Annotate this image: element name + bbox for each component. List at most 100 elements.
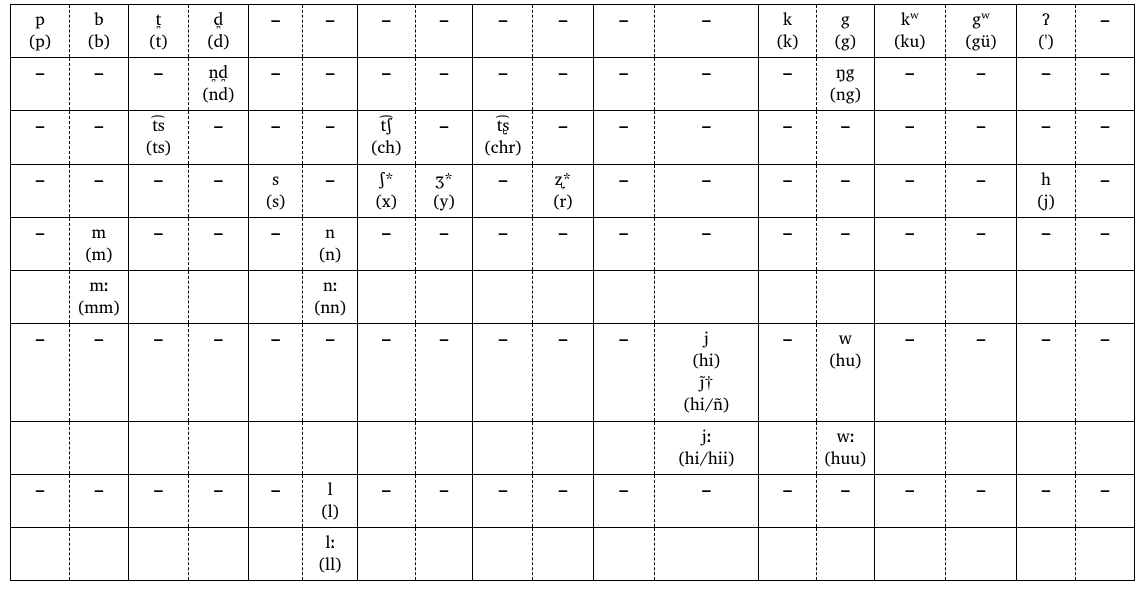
- orthography: (hu): [819, 350, 872, 372]
- cell: [128, 421, 188, 474]
- cell: nː(nn): [303, 270, 357, 323]
- empty-dash: –: [360, 479, 413, 501]
- empty-dash: –: [948, 169, 1014, 191]
- empty-dash: –: [877, 222, 943, 244]
- cell: [945, 527, 1016, 580]
- cell: –: [357, 58, 415, 111]
- cell: –: [11, 164, 70, 217]
- empty-dash: –: [535, 62, 590, 84]
- empty-dash: –: [535, 115, 590, 137]
- empty-dash: –: [418, 222, 471, 244]
- orthography: (r): [535, 191, 590, 213]
- empty-dash: –: [13, 479, 67, 501]
- cell: –: [593, 474, 654, 527]
- orthography: (b): [72, 31, 126, 53]
- cell: –: [874, 111, 945, 164]
- empty-dash: –: [535, 328, 590, 350]
- empty-dash: –: [596, 62, 652, 84]
- cell: [1075, 527, 1134, 580]
- empty-dash: –: [418, 62, 471, 84]
- empty-dash: –: [251, 9, 300, 31]
- cell: –: [654, 217, 759, 270]
- cell: j(hi)ȷ̃†(hi/ñ): [654, 324, 759, 421]
- cell: –: [816, 217, 874, 270]
- cell: d̪(d): [188, 5, 248, 58]
- empty-dash: –: [475, 62, 530, 84]
- empty-dash: –: [305, 328, 354, 350]
- empty-dash: –: [475, 169, 530, 191]
- empty-dash: –: [596, 169, 652, 191]
- empty-dash: –: [13, 62, 67, 84]
- orthography: (mm): [72, 297, 126, 319]
- empty-dash: –: [251, 222, 300, 244]
- empty-dash: –: [72, 62, 126, 84]
- orthography: (huu): [819, 448, 872, 470]
- empty-dash: –: [948, 222, 1014, 244]
- cell: –: [874, 324, 945, 421]
- cell: –: [874, 474, 945, 527]
- cell: [303, 421, 357, 474]
- cell: [593, 421, 654, 474]
- cell: –: [415, 58, 473, 111]
- empty-dash: –: [72, 115, 126, 137]
- table-row: jː(hi/hii)wː(huu): [11, 421, 1135, 474]
- empty-dash: –: [1019, 115, 1073, 137]
- empty-dash: –: [596, 222, 652, 244]
- cell: [473, 421, 533, 474]
- cell: [473, 270, 533, 323]
- cell: [69, 527, 128, 580]
- cell: l(l): [303, 474, 357, 527]
- cell: m(m): [69, 217, 128, 270]
- orthography: (hi/ñ): [657, 394, 757, 416]
- cell: –: [533, 324, 593, 421]
- table-row: ––t͡s(ts)–––t͡ʃ(ch)–t͡ʂ(chr)–––––––––: [11, 111, 1135, 164]
- cell: –: [593, 58, 654, 111]
- empty-dash: –: [1019, 222, 1073, 244]
- cell: t̪(t): [128, 5, 188, 58]
- cell: –: [248, 324, 302, 421]
- cell: –: [11, 324, 70, 421]
- empty-dash: –: [305, 62, 354, 84]
- empty-dash: –: [761, 62, 814, 84]
- cell: –: [654, 5, 759, 58]
- cell: –: [533, 217, 593, 270]
- cell: –: [593, 324, 654, 421]
- cell: –: [654, 474, 759, 527]
- table-row: –––––l(l)––––––––––––: [11, 474, 1135, 527]
- cell: [1017, 527, 1076, 580]
- empty-dash: –: [657, 115, 757, 137]
- empty-dash: –: [596, 9, 652, 31]
- orthography: (ku): [877, 31, 943, 53]
- empty-dash: –: [72, 169, 126, 191]
- cell: –: [11, 111, 70, 164]
- cell: mː(mm): [69, 270, 128, 323]
- cell: –: [1075, 217, 1134, 270]
- cell: –: [654, 58, 759, 111]
- cell: [69, 421, 128, 474]
- cell: [1075, 270, 1134, 323]
- cell: –: [593, 5, 654, 58]
- cell: lː(ll): [303, 527, 357, 580]
- cell: –: [593, 164, 654, 217]
- cell: –: [533, 58, 593, 111]
- cell: –: [533, 5, 593, 58]
- cell: –: [248, 111, 302, 164]
- empty-dash: –: [657, 9, 757, 31]
- cell: [593, 527, 654, 580]
- cell: –: [1075, 164, 1134, 217]
- cell: –: [11, 58, 70, 111]
- table-row: lː(ll): [11, 527, 1135, 580]
- empty-dash: –: [1078, 328, 1132, 350]
- cell: gʷ(gü): [945, 5, 1016, 58]
- orthography: (g): [819, 31, 872, 53]
- cell: t͡ʃ(ch): [357, 111, 415, 164]
- cell: –: [11, 217, 70, 270]
- empty-dash: –: [131, 62, 186, 84]
- empty-dash: –: [191, 222, 246, 244]
- cell: w(hu): [816, 324, 874, 421]
- cell: kʷ(ku): [874, 5, 945, 58]
- empty-dash: –: [948, 115, 1014, 137]
- empty-dash: –: [535, 9, 590, 31]
- empty-dash: –: [877, 479, 943, 501]
- empty-dash: –: [1078, 115, 1132, 137]
